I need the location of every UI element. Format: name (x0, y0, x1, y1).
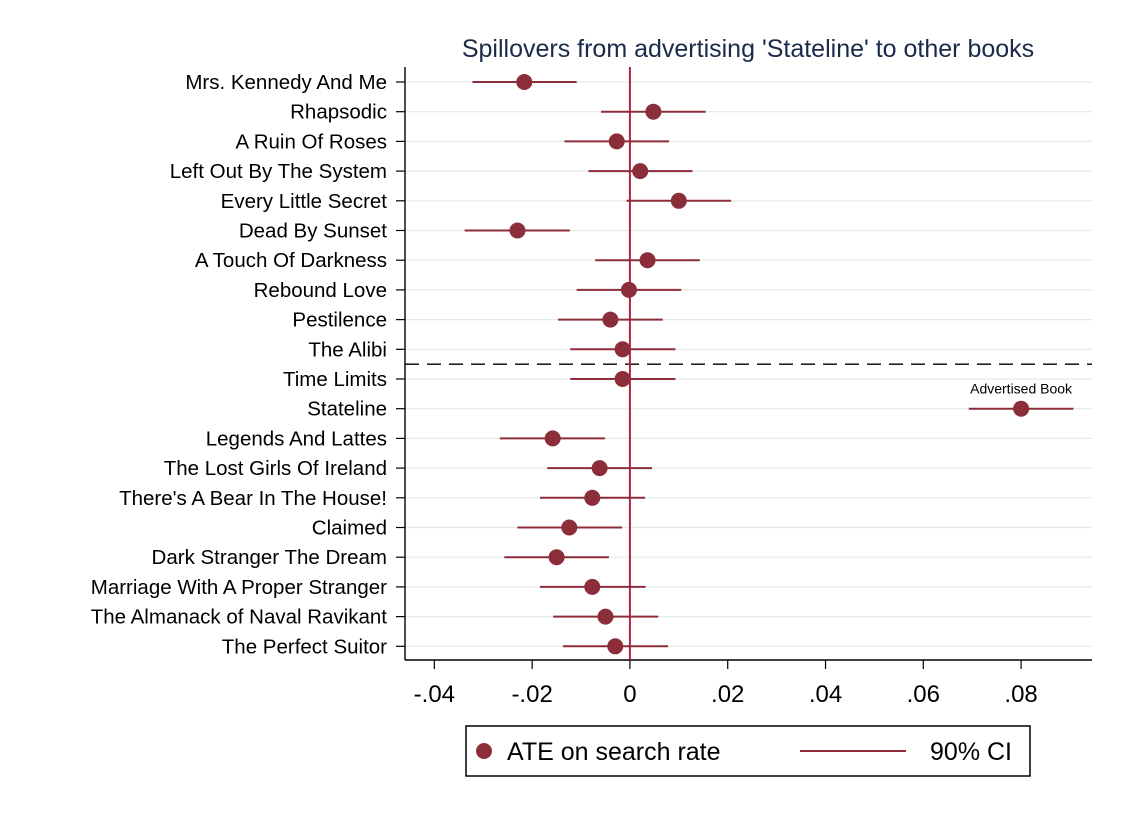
legend-label-ci: 90% CI (930, 738, 1012, 766)
ate-point-rebound-love (620, 281, 637, 298)
ate-point-legends-and-lattes (544, 430, 561, 447)
category-label-the-perfect-suitor: The Perfect Suitor (222, 635, 387, 658)
category-label-a-ruin-of-roses: A Ruin Of Roses (235, 130, 387, 153)
ate-point-claimed (561, 519, 578, 536)
ate-point-a-ruin-of-roses (608, 133, 625, 150)
ate-point-left-out-by-the-system (632, 163, 649, 180)
category-label-there-s-a-bear-in-the-house: There's A Bear In The House! (119, 487, 387, 510)
ate-point-there-s-a-bear-in-the-house (584, 489, 601, 506)
category-label-left-out-by-the-system: Left Out By The System (170, 160, 387, 183)
ate-point-the-lost-girls-of-ireland (591, 460, 608, 477)
category-label-claimed: Claimed (312, 517, 387, 540)
ate-point-marriage-with-a-proper-stranger (584, 578, 601, 595)
ate-point-dark-stranger-the-dream (548, 549, 565, 566)
legend-point-marker (476, 743, 492, 759)
category-label-stateline: Stateline (307, 398, 387, 421)
chart-title: Spillovers from advertising 'Stateline' … (462, 35, 1034, 63)
ate-point-rhapsodic (645, 103, 662, 120)
category-labels: Mrs. Kennedy And Me Rhapsodic A Ruin Of Ro… (91, 71, 388, 658)
x-tick-label: -.04 (414, 681, 455, 708)
category-label-rhapsodic: Rhapsodic (290, 101, 387, 124)
ate-point-every-little-secret (670, 192, 687, 209)
x-tick-label: .06 (907, 681, 940, 708)
x-tick-label: .04 (809, 681, 842, 708)
x-tick-label: .02 (711, 681, 744, 708)
category-label-rebound-love: Rebound Love (254, 279, 387, 302)
legend-box (465, 725, 1031, 777)
category-label-every-little-secret: Every Little Secret (221, 190, 388, 213)
ate-point-pestilence (602, 311, 619, 328)
ate-point-dead-by-sunset (509, 222, 526, 239)
ate-point-time-limits (614, 371, 631, 387)
ate-point-the-perfect-suitor (607, 638, 624, 655)
x-tick-label: 0 (623, 681, 636, 708)
data-marks: Advertised Book (464, 74, 1074, 655)
legend-label-ate: ATE on search rate (507, 738, 721, 766)
category-label-the-alibi: The Alibi (308, 338, 387, 361)
category-label-pestilence: Pestilence (292, 309, 387, 332)
axes (396, 67, 1092, 669)
category-label-the-almanack-of-naval-ravikant: The Almanack of Naval Ravikant (91, 606, 388, 629)
ate-point-the-alibi (614, 341, 631, 358)
category-label-time-limits: Time Limits (283, 368, 387, 391)
x-tick-label: .08 (1004, 681, 1037, 708)
ate-point-the-almanack-of-naval-ravikant (597, 608, 614, 625)
ate-point-stateline (1013, 400, 1030, 417)
legend: ATE on search rate 90% CI (465, 725, 1031, 777)
x-tick-labels: -.04 -.02 0 .02 .04 .06 .08 (414, 681, 1038, 708)
category-label-legends-and-lattes: Legends And Lattes (206, 427, 387, 450)
annotation-advertised-book: Advertised Book (970, 381, 1073, 397)
grid-lines (405, 81, 1092, 647)
x-tick-label: -.02 (511, 681, 552, 708)
category-label-marriage-with-a-proper-stranger: Marriage With A Proper Stranger (91, 576, 387, 599)
category-label-the-lost-girls-of-ireland: The Lost Girls Of Ireland (164, 457, 387, 480)
ate-point-mrs-kennedy-and-me (516, 74, 533, 90)
category-label-dark-stranger-the-dream: Dark Stranger The Dream (152, 546, 387, 569)
category-label-a-touch-of-darkness: A Touch Of Darkness (195, 249, 387, 272)
category-label-mrs-kennedy-and-me: Mrs. Kennedy And Me (185, 71, 387, 94)
category-label-dead-by-sunset: Dead By Sunset (239, 220, 387, 243)
ate-point-a-touch-of-darkness (639, 252, 656, 269)
